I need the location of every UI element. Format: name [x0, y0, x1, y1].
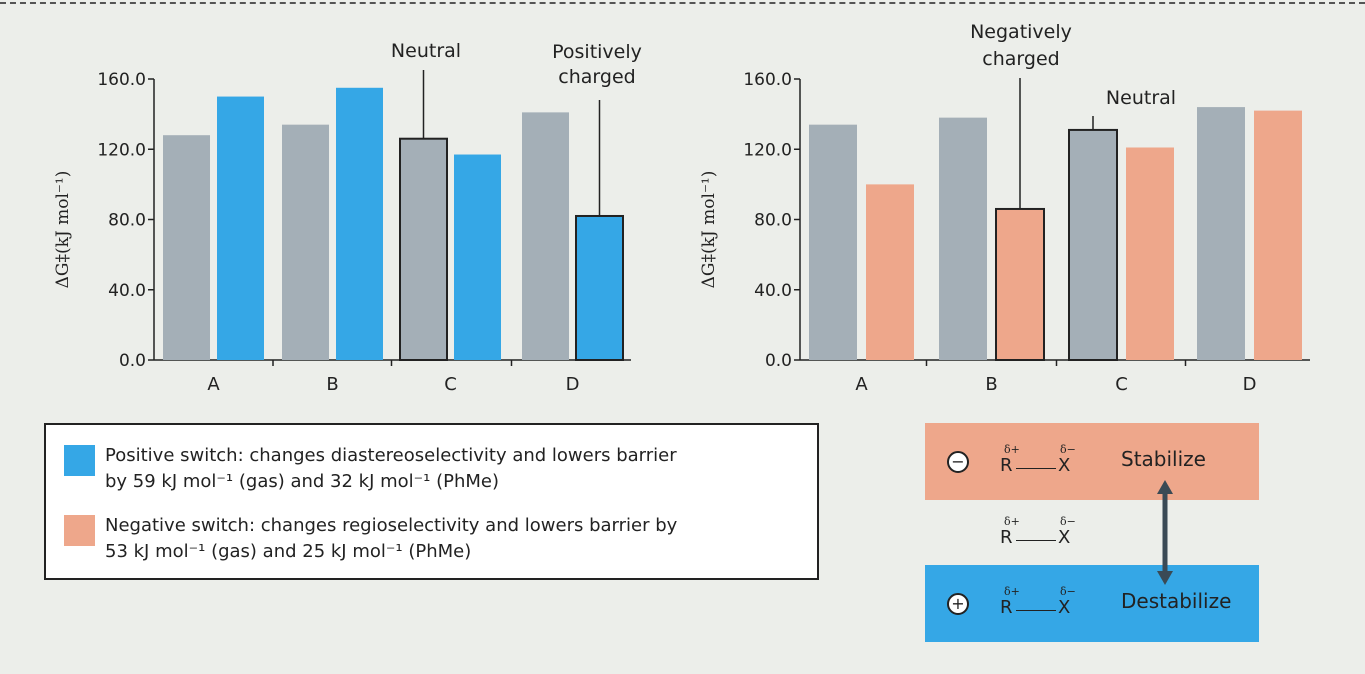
atom-r: R [1000, 527, 1013, 548]
x-tick-label: D [566, 374, 580, 395]
bar [454, 154, 501, 360]
bar [336, 87, 383, 360]
right-bar-chart: 0.0 40.0 80.0 120.0 160.0 ΔG‡(kJ mol⁻¹) A B C D Ne… [699, 21, 1310, 395]
x-tick-label: A [207, 374, 220, 395]
annotation-label: Positively [552, 41, 642, 63]
legend-item-positive: Positive switch: changes diastereoselect… [64, 443, 795, 495]
x-tick-label: C [1115, 374, 1128, 395]
atom-r: R [1000, 455, 1013, 476]
bar [939, 117, 987, 360]
bar [866, 184, 914, 360]
legend-positive-line2: by 59 kJ mol⁻¹ (gas) and 32 kJ mol⁻¹ (Ph… [105, 471, 500, 492]
bar [995, 207, 1045, 361]
right-partial-charge: δ− [1060, 443, 1076, 456]
legend-swatch-positive [64, 445, 95, 476]
bar [575, 214, 624, 361]
y-tick-label: 40.0 [108, 281, 146, 301]
atom-r: R [1000, 597, 1013, 618]
x-tick-label: D [1243, 374, 1257, 395]
legend-box: Positive switch: changes diastereoselect… [44, 423, 819, 580]
x-tick-label: B [985, 374, 997, 395]
dashed-top-border [0, 2, 1365, 4]
annotation-label: Neutral [391, 40, 461, 62]
atom-x: X [1058, 597, 1071, 618]
bar [399, 137, 448, 361]
annotation-label: Neutral [1106, 87, 1176, 109]
x-tick-label: C [444, 374, 457, 395]
x-tick-label: A [855, 374, 868, 395]
bar [1197, 107, 1245, 360]
bond-line [1016, 610, 1056, 611]
destabilize-label: Destabilize [1121, 589, 1232, 613]
x-tick-label: B [326, 374, 338, 395]
legend-item-negative: Negative switch: changes regioselectivit… [64, 513, 795, 565]
right-partial-charge: δ− [1060, 585, 1076, 598]
bond-stabilize: δ+ δ− R X [1000, 443, 1080, 487]
legend-text-negative: Negative switch: changes regioselectivit… [105, 513, 795, 565]
y-tick-label: 80.0 [754, 211, 792, 231]
bar [163, 135, 210, 360]
positive-charge-icon: + [947, 593, 969, 615]
double-arrow-icon [1157, 480, 1173, 585]
bar [1126, 147, 1174, 360]
y-tick-label: 160.0 [743, 70, 792, 90]
stabilize-panel: − δ+ δ− R X Stabilize [925, 423, 1259, 500]
bond-destabilize: δ+ δ− R X [1000, 585, 1080, 629]
bar [522, 112, 569, 361]
y-tick-label: 120.0 [743, 140, 792, 160]
annotation-label: charged [558, 66, 635, 88]
y-axis-label: ΔG‡(kJ mol⁻¹) [53, 171, 73, 289]
y-tick-label: 160.0 [97, 70, 146, 90]
y-tick-label: 40.0 [754, 281, 792, 301]
destabilize-panel: + δ+ δ− R X Destabilize [925, 565, 1259, 642]
bar [809, 124, 857, 360]
bar [282, 124, 329, 360]
bar [217, 96, 264, 360]
bar [1254, 110, 1302, 360]
legend-text-positive: Positive switch: changes diastereoselect… [105, 443, 795, 495]
annotation-label: Negatively [970, 21, 1072, 43]
y-tick-label: 80.0 [108, 211, 146, 231]
y-axis-label: ΔG‡(kJ mol⁻¹) [699, 171, 719, 289]
stabilize-label: Stabilize [1121, 447, 1206, 471]
atom-x: X [1058, 455, 1071, 476]
legend-swatch-negative [64, 515, 95, 546]
y-tick-label: 120.0 [97, 140, 146, 160]
bond-line [1016, 540, 1056, 541]
bond-middle: δ+ δ− R X [1000, 515, 1080, 559]
left-bar-chart: 0.0 40.0 80.0 120.0 160.0 ΔG‡(kJ mol⁻¹) A B C D Ne… [53, 40, 642, 395]
legend-positive-line1: Positive switch: changes diastereoselect… [105, 445, 677, 466]
left-partial-charge: δ+ [1004, 515, 1020, 528]
negative-charge-icon: − [947, 451, 969, 473]
bar [1068, 128, 1118, 361]
annotation-label: charged [982, 48, 1059, 70]
y-tick-label: 0.0 [765, 351, 792, 371]
right-partial-charge: δ− [1060, 515, 1076, 528]
bond-line [1016, 468, 1056, 469]
left-partial-charge: δ+ [1004, 443, 1020, 456]
legend-negative-line1: Negative switch: changes regioselectivit… [105, 515, 678, 536]
legend-negative-line2: 53 kJ mol⁻¹ (gas) and 25 kJ mol⁻¹ (PhMe) [105, 541, 472, 562]
y-tick-label: 0.0 [119, 351, 146, 371]
atom-x: X [1058, 527, 1071, 548]
left-partial-charge: δ+ [1004, 585, 1020, 598]
